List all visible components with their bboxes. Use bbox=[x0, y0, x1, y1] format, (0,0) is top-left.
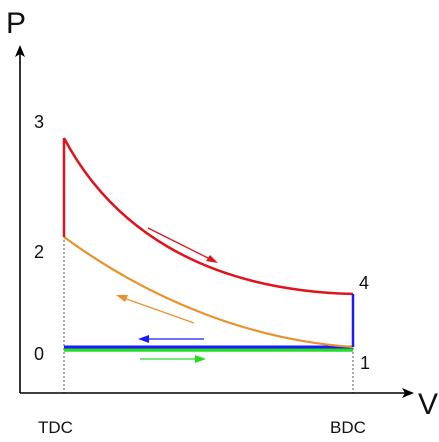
state-label-3: 3 bbox=[34, 112, 44, 132]
x-axis-label: V bbox=[418, 388, 438, 421]
state-label-2: 2 bbox=[34, 242, 44, 262]
compression-direction-arrow bbox=[116, 295, 195, 324]
expansion-direction-arrow bbox=[147, 227, 218, 263]
state-label-0: 0 bbox=[34, 344, 44, 364]
intake-direction-arrow bbox=[140, 355, 206, 363]
state-label-1: 1 bbox=[360, 353, 370, 373]
exhaust-direction-arrow bbox=[138, 335, 204, 343]
state-label-4: 4 bbox=[359, 273, 369, 293]
expansion-curve bbox=[62, 137, 354, 296]
bdc-label: BDC bbox=[330, 418, 366, 437]
compression-curve bbox=[63, 236, 354, 349]
tdc-label: TDC bbox=[38, 418, 73, 437]
y-axis-label: P bbox=[6, 7, 26, 40]
